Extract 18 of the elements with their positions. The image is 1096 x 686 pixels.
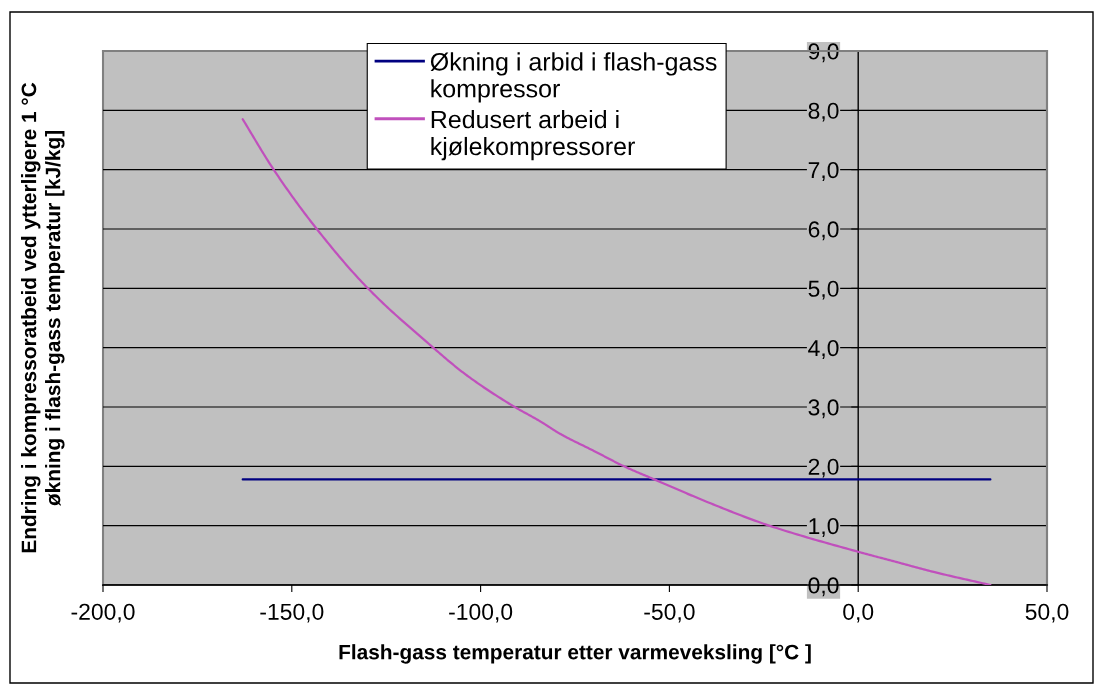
y-tick-label: 7,0 bbox=[808, 161, 839, 181]
y-tick-label: 8,0 bbox=[808, 102, 839, 122]
x-tick-label: -150,0 bbox=[260, 603, 324, 623]
y-tick-label: 3,0 bbox=[808, 399, 839, 419]
x-tick-label: -50,0 bbox=[644, 603, 695, 623]
y-tick-label: 4,0 bbox=[808, 339, 839, 359]
legend-label: Økning i arbid i flash-gass kompressor bbox=[430, 52, 717, 103]
y-tick-label: 5,0 bbox=[808, 280, 839, 300]
y-tick-label: 6,0 bbox=[808, 221, 839, 241]
legend-label: Redusert arbeid i kjølekompressorer bbox=[431, 110, 635, 161]
x-tick-label: 50,0 bbox=[1025, 603, 1069, 623]
x-tick-label: 0,0 bbox=[843, 603, 874, 623]
y-tick-label: 2,0 bbox=[808, 458, 839, 478]
y-tick-label: 1,0 bbox=[809, 517, 839, 537]
y-axis-title: Endring i kompressoratbeid ved ytterligere 1 °C økning i flash-gass temperatur [kJ/kg] bbox=[21, 82, 65, 553]
x-tick-label: -100,0 bbox=[449, 603, 513, 623]
x-tick-label: -200,0 bbox=[71, 603, 135, 623]
x-axis-title: Flash-gass temperatur etter varmeveksling [°C ] bbox=[339, 644, 811, 664]
